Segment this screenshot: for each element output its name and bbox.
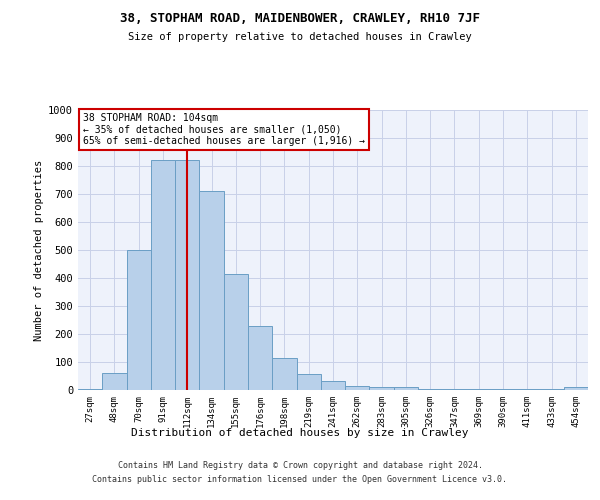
Bar xyxy=(394,387,418,390)
Bar xyxy=(151,160,175,390)
Bar xyxy=(78,388,102,390)
Bar xyxy=(418,388,442,390)
Bar xyxy=(272,358,296,390)
Bar xyxy=(127,250,151,390)
Bar xyxy=(248,326,272,390)
Bar xyxy=(442,388,467,390)
Bar xyxy=(175,160,199,390)
Text: Contains HM Land Registry data © Crown copyright and database right 2024.: Contains HM Land Registry data © Crown c… xyxy=(118,460,482,469)
Text: Distribution of detached houses by size in Crawley: Distribution of detached houses by size … xyxy=(131,428,469,438)
Text: 38, STOPHAM ROAD, MAIDENBOWER, CRAWLEY, RH10 7JF: 38, STOPHAM ROAD, MAIDENBOWER, CRAWLEY, … xyxy=(120,12,480,26)
Bar xyxy=(370,387,394,390)
Bar xyxy=(321,381,345,390)
Bar xyxy=(345,386,370,390)
Text: 38 STOPHAM ROAD: 104sqm
← 35% of detached houses are smaller (1,050)
65% of semi: 38 STOPHAM ROAD: 104sqm ← 35% of detache… xyxy=(83,113,365,146)
Bar xyxy=(564,386,588,390)
Text: Size of property relative to detached houses in Crawley: Size of property relative to detached ho… xyxy=(128,32,472,42)
Text: Contains public sector information licensed under the Open Government Licence v3: Contains public sector information licen… xyxy=(92,476,508,484)
Bar xyxy=(102,373,127,390)
Bar xyxy=(199,191,224,390)
Y-axis label: Number of detached properties: Number of detached properties xyxy=(34,160,44,340)
Bar xyxy=(296,374,321,390)
Bar xyxy=(224,274,248,390)
Bar xyxy=(467,388,491,390)
